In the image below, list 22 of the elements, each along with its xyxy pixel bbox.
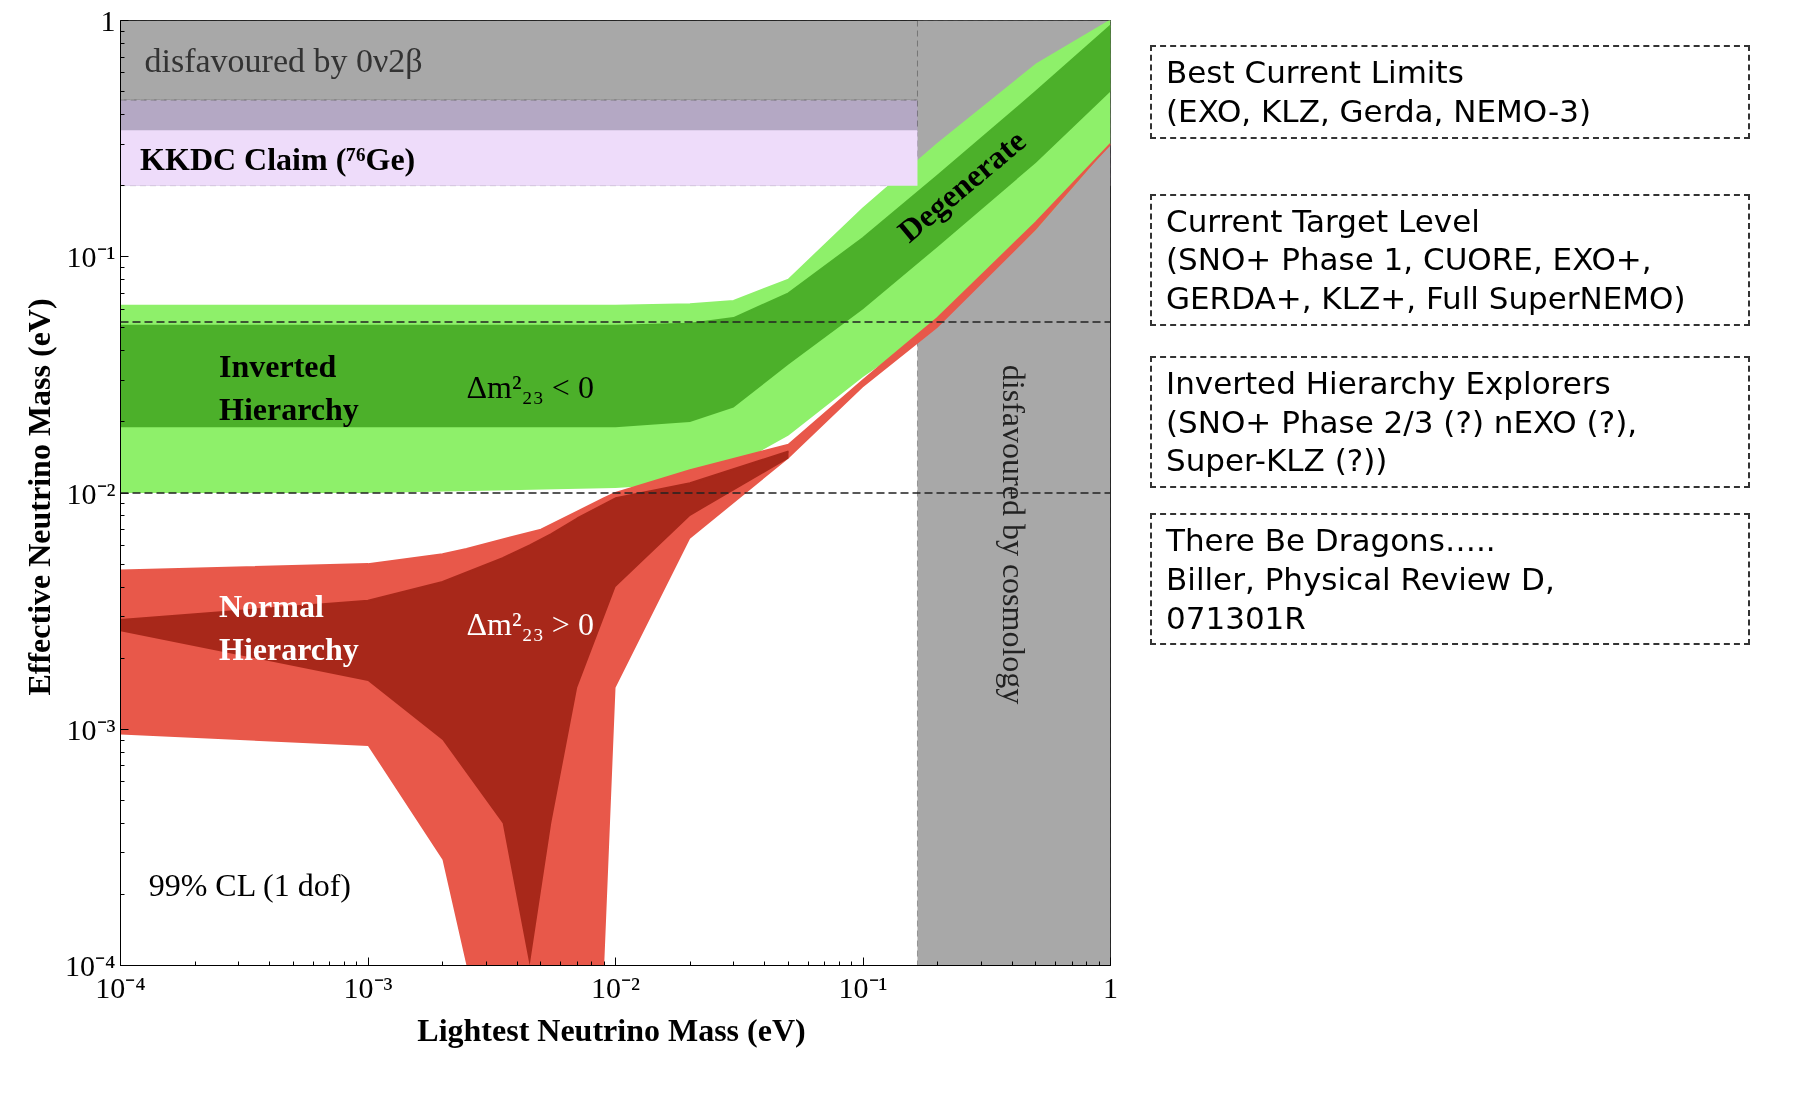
- band-label: disfavoured by cosmology: [995, 364, 1032, 705]
- text: There Be Dragons….. Biller, Physical Review D, 071301R: [1150, 513, 1750, 646]
- text: Best Current Limits (EXO, KLZ, Gerda, NEMO-3): [1150, 45, 1750, 139]
- y-tick-label: 1: [100, 4, 116, 37]
- annotation: Δm²₂₃ < 0: [466, 369, 594, 406]
- y-tick-label: 10⁻²: [66, 476, 116, 510]
- annotation: KKDC Claim (⁷⁶Ge): [140, 140, 416, 177]
- text: Current Target Level (SNO+ Phase 1, CUORE, EXO+, GERDA+, KLZ+, Full SuperNEMO): [1150, 193, 1750, 326]
- x-tick-label: 10⁻²: [591, 970, 640, 1004]
- annotation: Inverted Hierarchy: [218, 347, 359, 427]
- x-tick-label: 10⁻³: [343, 970, 393, 1004]
- y-tick-label: 10⁻³: [66, 712, 116, 746]
- text: Inverted Hierarchy Explorers (SNO+ Phase 2/3 (?) nEXO (?), Super-KLZ (?)): [1150, 355, 1750, 488]
- annotation: 99% CL (1 dof): [148, 866, 352, 903]
- annotation: Δm²₂₃ > 0: [466, 605, 594, 642]
- band-label: disfavoured by 0ν2β: [144, 41, 423, 79]
- x-tick-label: 1: [1103, 970, 1118, 1004]
- annotation: Normal Hierarchy: [218, 587, 359, 667]
- x-tick-label: 10⁻¹: [838, 970, 888, 1004]
- y-axis-title: Effective Neutrino Mass (eV): [21, 298, 58, 696]
- x-axis-title: Lightest Neutrino Mass (eV): [417, 1011, 806, 1048]
- y-tick-label: 10⁻¹: [66, 240, 116, 274]
